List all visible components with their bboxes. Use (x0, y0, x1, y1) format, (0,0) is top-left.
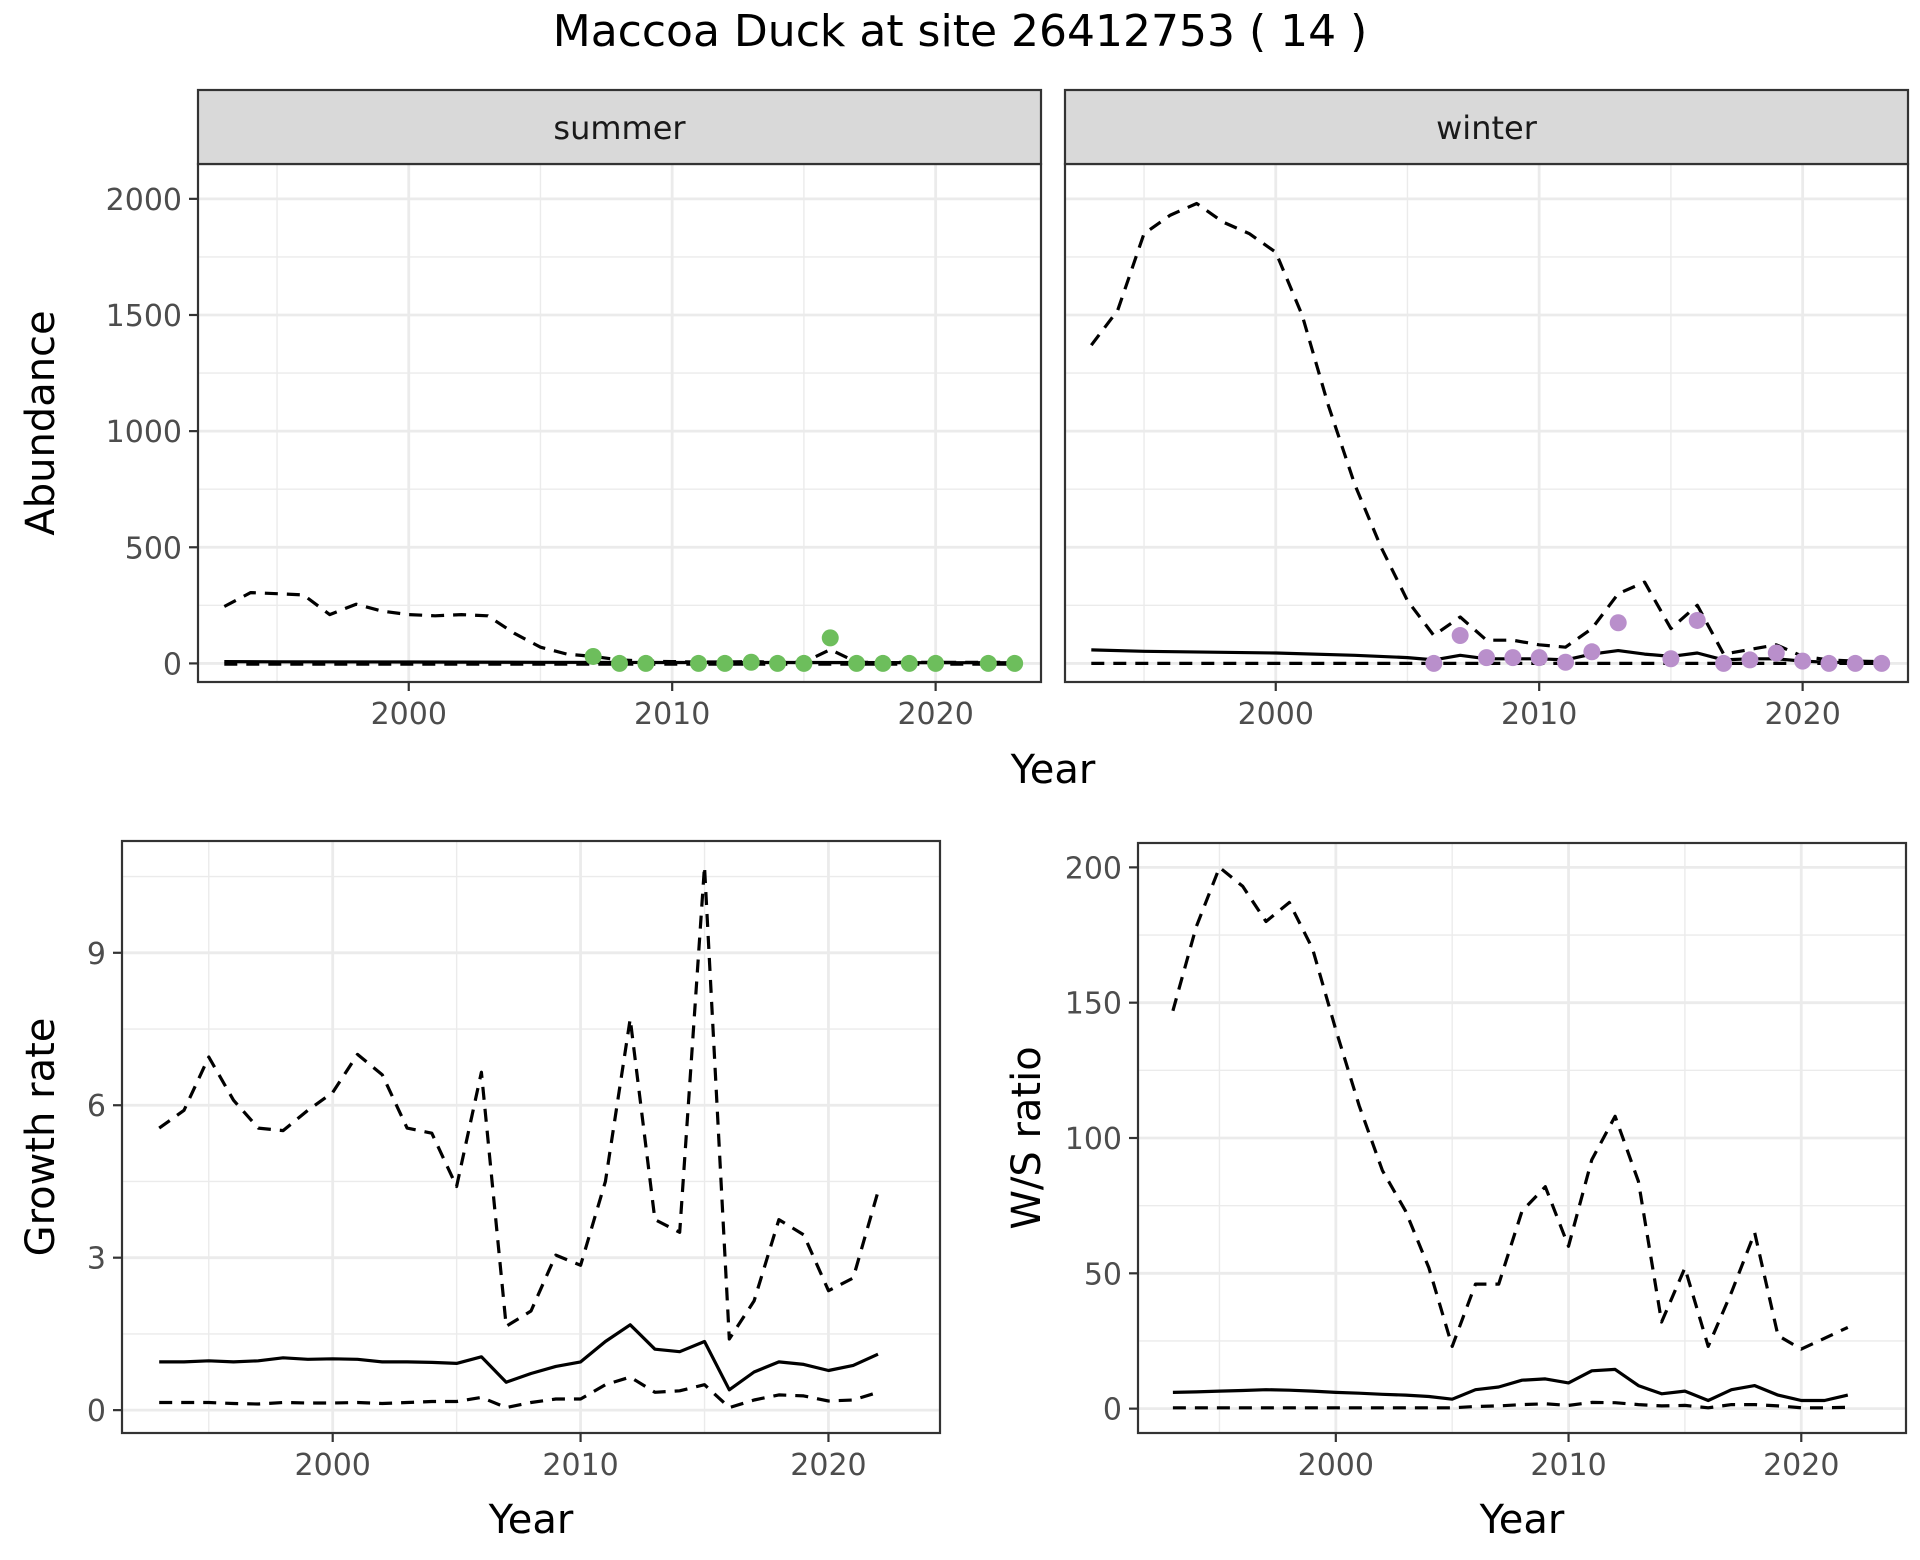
data-point (1006, 654, 1024, 672)
data-point (1504, 649, 1522, 667)
panel-chart-2: 2000 2010 2020 0 3 6 9 (87, 839, 942, 1483)
x-tick-label: 2020 (897, 697, 973, 732)
figure-title: Maccoa Duck at site 26412753 ( 14 ) (553, 6, 1368, 57)
y-tick-label: 0 (163, 647, 182, 682)
data-point (900, 654, 918, 672)
data-point (1609, 614, 1627, 632)
data-point (1583, 643, 1601, 661)
data-point (1715, 654, 1733, 672)
facet-strip (1063, 88, 1910, 166)
y-tick-label: 500 (125, 531, 182, 566)
series-line-solid (1172, 1367, 1849, 1403)
series-line-solid (159, 1323, 879, 1392)
y-tick-label: 0 (87, 1394, 106, 1429)
plot-area (158, 864, 880, 1410)
plot-area (223, 591, 1024, 672)
y-tick-label: 50 (1084, 1257, 1122, 1292)
facet-strip-label: winter (1436, 109, 1538, 147)
x-tick-label: 2000 (295, 1448, 371, 1483)
y-axis-title-growth-rate: Growth rate (18, 1018, 64, 1257)
x-axis-title-ws-ratio: Year (1479, 1497, 1565, 1543)
plot-area (1090, 201, 1891, 672)
x-tick-label: 2020 (1763, 1448, 1839, 1483)
data-point (1530, 649, 1548, 667)
facet-strip (196, 88, 1043, 166)
data-point (716, 654, 734, 672)
data-point (1557, 653, 1575, 671)
data-point (1873, 654, 1891, 672)
data-point (690, 654, 708, 672)
x-tick-label: 2020 (1764, 697, 1840, 732)
data-point (1478, 649, 1495, 667)
data-point (637, 654, 655, 672)
x-axis-title-abundance: Year (1010, 747, 1096, 793)
x-tick-label: 2000 (1238, 697, 1314, 732)
data-point (742, 653, 760, 671)
y-tick-label: 200 (1065, 851, 1122, 886)
data-point (874, 654, 892, 672)
y-tick-label: 6 (87, 1089, 106, 1124)
x-tick-label: 2000 (371, 697, 447, 732)
x-tick-label: 2010 (1530, 1448, 1606, 1483)
panel-background (1065, 164, 1908, 682)
x-tick-label: 2020 (790, 1448, 866, 1483)
x-tick-label: 2010 (634, 697, 710, 732)
data-point (1846, 654, 1864, 672)
data-point (611, 654, 628, 672)
y-axis-title-ws-ratio: W/S ratio (1004, 1046, 1050, 1229)
data-point (1662, 650, 1680, 668)
y-tick-label: 2000 (106, 183, 182, 218)
data-point (821, 629, 839, 647)
series-line-dashed-2 (1172, 1400, 1848, 1410)
series-line-dashed-1 (1171, 865, 1849, 1351)
x-tick-label: 2010 (542, 1448, 618, 1483)
facet-strip-label: summer (553, 109, 686, 147)
data-point (584, 647, 602, 665)
data-point (1794, 652, 1812, 670)
panel-chart-3: 2000 2010 2020 0 50 100 150 200 (1065, 841, 1908, 1483)
series-line-dashed-1 (158, 864, 880, 1341)
x-axis-title-growth-rate: Year (488, 1497, 574, 1543)
y-tick-label: 1500 (106, 299, 182, 334)
x-tick-label: 2000 (1298, 1448, 1374, 1483)
panel-background (198, 164, 1041, 682)
data-point (795, 654, 813, 672)
panel-summer: summer 2000 2010 2020 0 500 1000 1500 2000 (106, 88, 1043, 732)
data-point (1451, 627, 1469, 645)
data-point (927, 654, 945, 672)
data-point (848, 654, 866, 672)
y-tick-label: 1000 (106, 415, 182, 450)
y-tick-label: 9 (87, 937, 106, 972)
data-point (1741, 651, 1759, 669)
panel-winter: winter 2000 2010 2020 (1063, 88, 1910, 732)
y-tick-label: 100 (1065, 1122, 1122, 1157)
panel-background (122, 841, 940, 1433)
y-axis-title-abundance: Abundance (18, 310, 64, 535)
y-tick-label: 0 (1103, 1393, 1122, 1428)
y-tick-label: 3 (87, 1242, 106, 1277)
plot-area (1171, 865, 1849, 1410)
panel-border (120, 839, 942, 1435)
data-point (1688, 611, 1706, 629)
data-point (769, 654, 787, 672)
data-point (979, 654, 997, 672)
x-tick-label: 2010 (1501, 697, 1577, 732)
series-line-dashed-2 (159, 1375, 879, 1410)
data-point (1767, 644, 1785, 662)
data-point (1425, 654, 1443, 672)
data-point (1820, 654, 1838, 672)
y-tick-label: 150 (1065, 987, 1122, 1022)
